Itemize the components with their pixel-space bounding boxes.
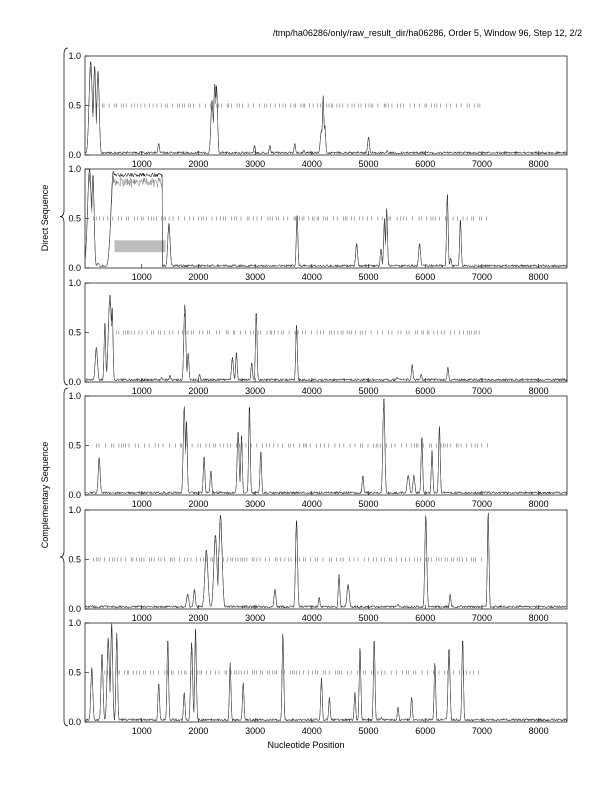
x-tick-label: 5000 [359,499,379,509]
x-tick-label: 5000 [359,726,379,736]
x-tick-label: 5000 [359,386,379,396]
x-tick-label: 2000 [188,386,208,396]
y-tick-label: 0.0 [68,263,81,273]
x-tick-label: 8000 [529,159,549,169]
x-tick-label: 4000 [302,726,322,736]
x-tick-label: 1000 [132,613,152,623]
y-tick-label: 1.0 [68,618,81,628]
complementary-frame-1-series-line [84,398,568,495]
highlight-band [114,240,166,253]
x-tick-label: 7000 [472,613,492,623]
x-tick-label: 4000 [302,386,322,396]
direct-sequence-brace [59,47,69,386]
x-tick-label: 2000 [188,613,208,623]
x-tick-label: 2000 [188,159,208,169]
y-tick-label: 0.5 [68,101,81,111]
y-tick-label: 0.5 [68,441,81,451]
y-tick-label: 0.0 [68,717,81,727]
x-axis-label: Nucleotide Position [267,740,345,750]
complementary-frame-1-frame [84,395,568,496]
complementary-frame-2-series-line-secondary [84,520,567,609]
x-tick-label: 7000 [472,159,492,169]
x-tick-label: 6000 [415,726,435,736]
x-tick-label: 2000 [188,499,208,509]
x-tick-label: 7000 [472,386,492,396]
y-tick-label: 0.5 [68,328,81,338]
complementary-frame-3-series-line-secondary [84,628,567,722]
y-tick-label: 0.0 [68,604,81,614]
direct-frame-3-frame [84,282,568,383]
y-tick-label: 1.0 [68,51,81,61]
y-tick-label: 1.0 [68,505,81,515]
x-tick-label: 2000 [188,272,208,282]
complementary-frame-2-frame [84,509,568,610]
y-tick-label: 1.0 [68,164,81,174]
y-tick-label: 1.0 [68,278,81,288]
x-tick-label: 6000 [415,613,435,623]
x-tick-label: 6000 [415,499,435,509]
x-tick-label: 2000 [188,726,208,736]
x-tick-label: 6000 [415,386,435,396]
direct-frame-1-series-line-secondary [84,66,567,155]
x-tick-label: 3000 [245,613,265,623]
x-tick-label: 6000 [415,159,435,169]
x-tick-label: 7000 [472,726,492,736]
complementary-sequence-brace [59,387,69,727]
x-tick-label: 1000 [132,726,152,736]
x-tick-label: 3000 [245,272,265,282]
y-tick-label: 1.0 [68,391,81,401]
x-tick-label: 1000 [132,499,152,509]
y-tick-label: 0.5 [68,214,81,224]
x-tick-label: 4000 [302,613,322,623]
y-tick-label: 0.0 [68,490,81,500]
x-tick-label: 4000 [302,159,322,169]
x-tick-label: 5000 [359,159,379,169]
x-tick-label: 3000 [245,386,265,396]
x-tick-label: 1000 [132,386,152,396]
x-tick-label: 8000 [529,726,549,736]
y-tick-label: 0.5 [68,668,81,678]
x-tick-label: 1000 [132,159,152,169]
x-tick-label: 7000 [472,499,492,509]
x-tick-label: 1000 [132,272,152,282]
x-tick-label: 4000 [302,499,322,509]
x-tick-label: 5000 [359,272,379,282]
direct-frame-3-series-line-secondary [84,301,567,382]
x-tick-label: 3000 [245,726,265,736]
x-tick-label: 3000 [245,159,265,169]
direct-frame-2-series-line-secondary [84,174,567,268]
x-tick-label: 4000 [302,272,322,282]
y-tick-label: 0.0 [68,150,81,160]
page-title: /tmp/ha06286/only/raw_result_dir/ha06286… [272,28,582,38]
complementary-frame-2-series-line [84,512,567,609]
x-tick-label: 8000 [529,272,549,282]
x-tick-label: 8000 [529,613,549,623]
complementary-frame-1-series-line-secondary [84,408,567,495]
x-tick-label: 7000 [472,272,492,282]
x-tick-label: 6000 [415,272,435,282]
direct-frame-3-series-line [84,294,568,382]
x-tick-label: 5000 [359,613,379,623]
x-tick-label: 3000 [245,499,265,509]
y-tick-label: 0.5 [68,555,81,565]
x-tick-label: 8000 [529,499,549,509]
x-tick-label: 8000 [529,386,549,396]
y-tick-label: 0.0 [68,377,81,387]
